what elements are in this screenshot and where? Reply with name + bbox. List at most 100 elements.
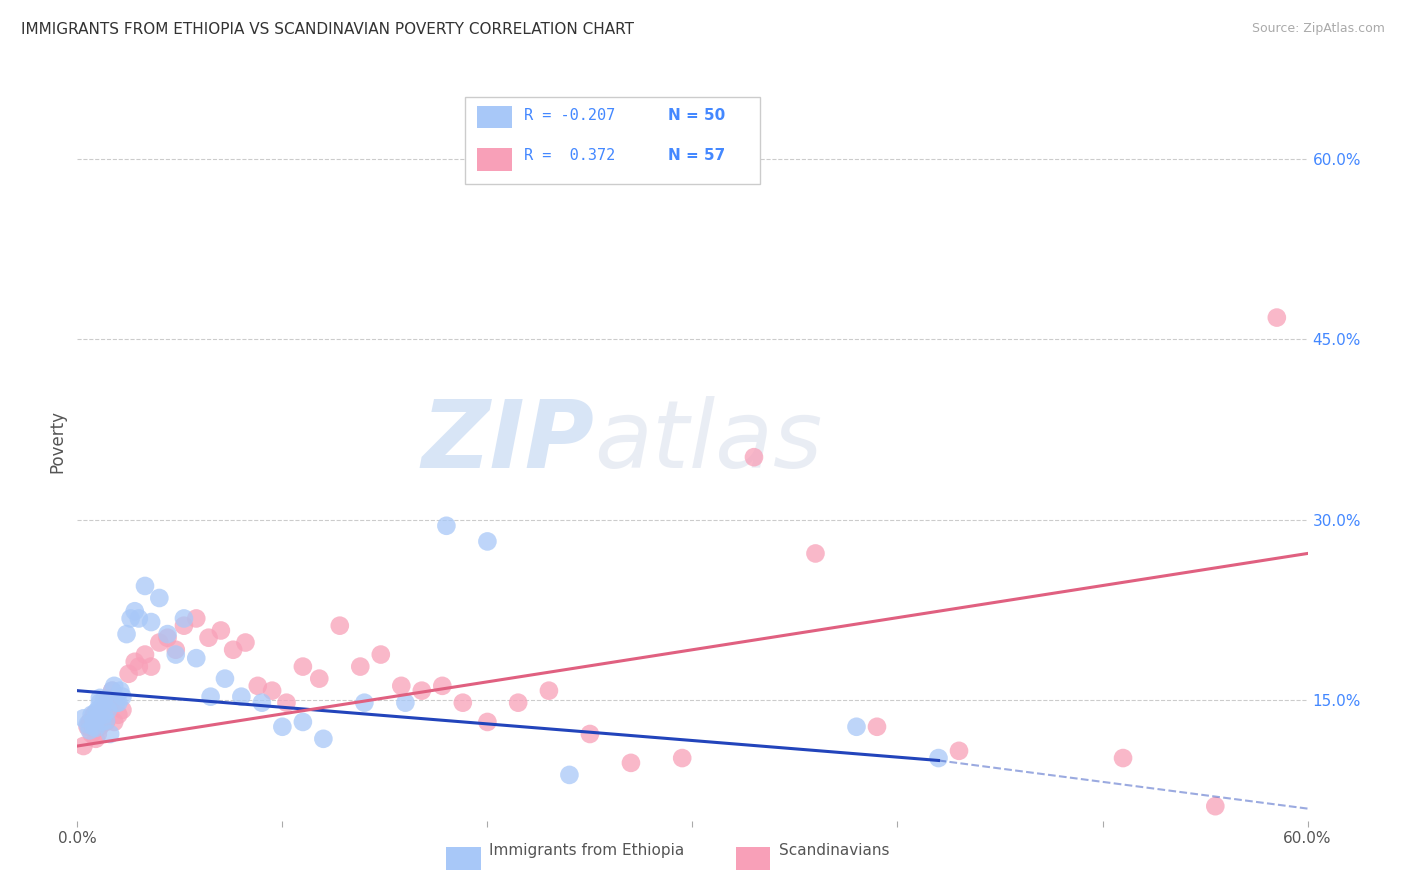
- Point: [186, 611, 208, 625]
- Point: [111, 690, 134, 704]
- Point: [558, 768, 581, 782]
- Point: [79, 714, 101, 729]
- Point: [411, 683, 433, 698]
- Point: [620, 756, 643, 770]
- Text: ZIP: ZIP: [422, 395, 595, 488]
- Point: [165, 642, 187, 657]
- Point: [250, 696, 273, 710]
- Point: [804, 546, 827, 560]
- Point: [214, 672, 236, 686]
- Point: [353, 696, 375, 710]
- Point: [93, 693, 115, 707]
- FancyBboxPatch shape: [477, 148, 512, 171]
- FancyBboxPatch shape: [465, 96, 761, 184]
- Point: [115, 627, 138, 641]
- Point: [308, 672, 330, 686]
- Point: [120, 611, 142, 625]
- Point: [1204, 799, 1226, 814]
- Point: [370, 648, 392, 662]
- Text: Source: ZipAtlas.com: Source: ZipAtlas.com: [1251, 22, 1385, 36]
- Point: [80, 727, 103, 741]
- Point: [436, 518, 458, 533]
- Point: [79, 723, 101, 738]
- Point: [231, 690, 253, 704]
- Point: [173, 611, 195, 625]
- Point: [98, 696, 121, 710]
- Point: [394, 696, 416, 710]
- FancyBboxPatch shape: [735, 847, 770, 870]
- Point: [93, 707, 115, 722]
- Point: [90, 703, 114, 717]
- Point: [246, 679, 269, 693]
- Point: [477, 534, 499, 549]
- Point: [579, 727, 602, 741]
- Point: [101, 683, 124, 698]
- Point: [349, 659, 371, 673]
- Point: [124, 604, 146, 618]
- Point: [329, 618, 352, 632]
- Point: [291, 659, 314, 673]
- Point: [186, 651, 208, 665]
- Point: [107, 696, 129, 710]
- Point: [76, 720, 98, 734]
- Point: [235, 635, 257, 649]
- Point: [312, 731, 335, 746]
- Point: [537, 683, 560, 698]
- Point: [87, 727, 110, 741]
- Point: [291, 714, 314, 729]
- Point: [845, 720, 868, 734]
- Point: [84, 706, 107, 720]
- Point: [111, 703, 134, 717]
- Text: IMMIGRANTS FROM ETHIOPIA VS SCANDINAVIAN POVERTY CORRELATION CHART: IMMIGRANTS FROM ETHIOPIA VS SCANDINAVIAN…: [21, 22, 634, 37]
- Point: [156, 631, 179, 645]
- FancyBboxPatch shape: [477, 105, 512, 128]
- Point: [90, 714, 114, 729]
- Point: [98, 727, 121, 741]
- Point: [87, 703, 110, 717]
- Text: N = 50: N = 50: [668, 108, 725, 123]
- Point: [89, 690, 111, 705]
- Point: [83, 714, 105, 728]
- Point: [866, 720, 889, 734]
- Point: [72, 739, 94, 753]
- Point: [134, 648, 156, 662]
- Point: [94, 714, 117, 729]
- Point: [148, 635, 170, 649]
- Point: [671, 751, 693, 765]
- Y-axis label: Poverty: Poverty: [48, 410, 66, 473]
- Point: [197, 631, 219, 645]
- Point: [432, 679, 454, 693]
- Point: [148, 591, 170, 605]
- Point: [742, 450, 765, 465]
- Text: R =  0.372: R = 0.372: [524, 148, 616, 163]
- Point: [103, 679, 125, 693]
- Point: [93, 707, 115, 722]
- Point: [262, 683, 284, 698]
- Point: [101, 683, 124, 698]
- Point: [928, 751, 950, 765]
- Point: [156, 627, 179, 641]
- Point: [141, 659, 163, 673]
- Point: [948, 744, 970, 758]
- Point: [83, 707, 105, 722]
- Point: [90, 700, 114, 714]
- Point: [87, 714, 110, 729]
- Point: [222, 642, 245, 657]
- Point: [97, 703, 120, 717]
- Point: [124, 655, 146, 669]
- Point: [103, 714, 125, 729]
- Point: [165, 648, 187, 662]
- Point: [80, 707, 103, 722]
- Point: [84, 731, 107, 746]
- Point: [1112, 751, 1135, 765]
- Point: [89, 696, 111, 710]
- Point: [1265, 310, 1288, 325]
- Point: [508, 696, 530, 710]
- Point: [87, 710, 110, 724]
- Point: [451, 696, 474, 710]
- Text: N = 57: N = 57: [668, 148, 725, 163]
- Text: R = -0.207: R = -0.207: [524, 108, 616, 123]
- Point: [94, 714, 117, 728]
- Text: atlas: atlas: [595, 396, 823, 487]
- Point: [477, 714, 499, 729]
